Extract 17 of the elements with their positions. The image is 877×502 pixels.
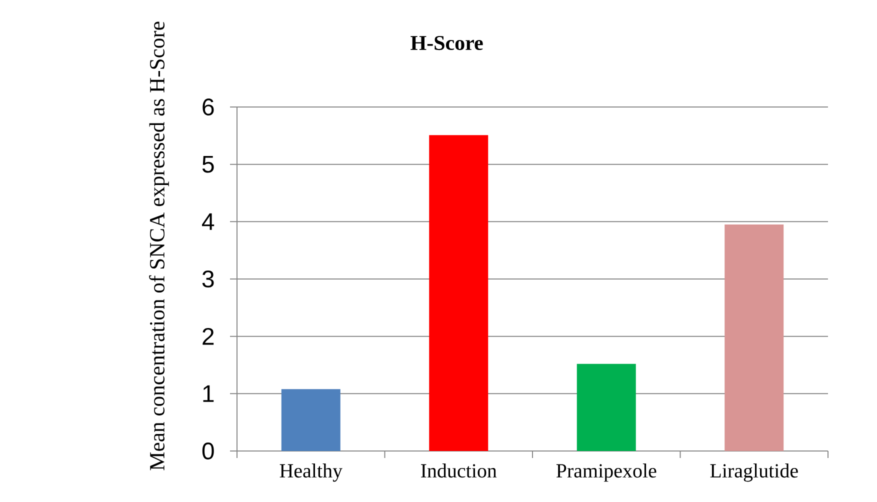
y-tick-label: 3: [202, 270, 214, 288]
bar: [281, 389, 340, 451]
bar: [429, 135, 488, 451]
y-tick-label: 1: [203, 385, 214, 402]
y-tick-label: 2: [202, 328, 214, 345]
bar: [724, 224, 784, 451]
x-tick-label: Induction: [421, 464, 497, 478]
x-tick-label: Pramipexole: [556, 464, 656, 482]
y-tick-label: 4: [202, 213, 214, 230]
bar: [576, 364, 636, 451]
x-tick-label: Healthy: [280, 464, 342, 482]
chart-title: H-Score: [410, 36, 483, 50]
y-axis-title: Mean concentration of SNCA expressed as H-Score: [149, 22, 169, 470]
x-tick-label: Liraglutide: [710, 464, 798, 482]
y-tick-label: 0: [202, 442, 214, 460]
y-tick-label: 5: [202, 156, 214, 173]
y-tick-label: 6: [202, 98, 214, 116]
